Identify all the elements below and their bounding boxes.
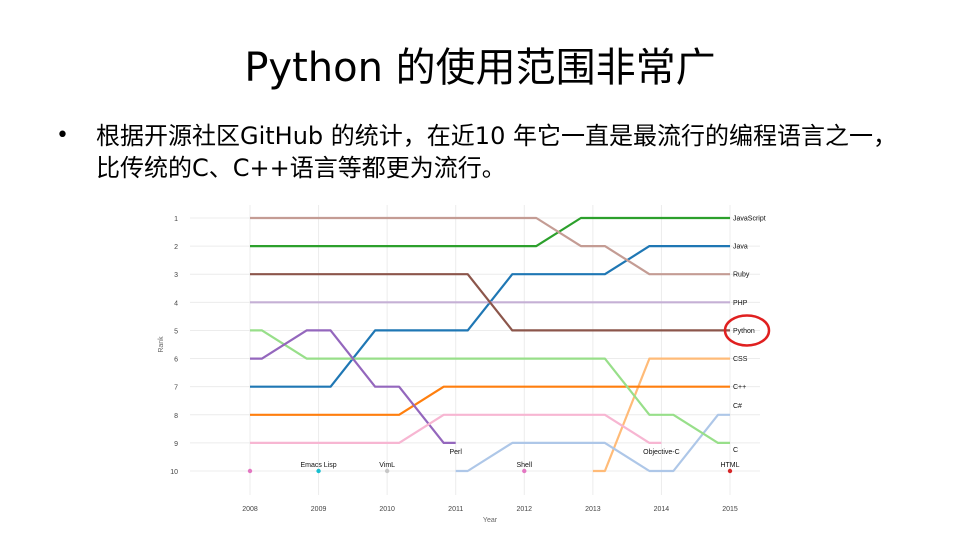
y-tick-label: 9: [174, 441, 178, 448]
x-tick-label: 2010: [379, 506, 395, 513]
series-line-python: [250, 273, 730, 332]
x-tick-label: 2014: [654, 506, 670, 513]
series-end-label: C: [733, 447, 738, 454]
chart-labels: 1 2 3 4 5 6 7 8 9 10 2008 2009 2010 2011 2012 2013 2014 2…: [158, 216, 771, 524]
point-marker: [384, 468, 390, 474]
bullet-text: 根据开源社区GitHub 的统计，在近10 年它一直是最流行的编程语言之一，比传…: [96, 122, 897, 182]
x-tick-label: 2009: [311, 506, 327, 513]
point-marker: [316, 468, 321, 474]
y-tick-label: 5: [174, 328, 178, 335]
bullet-marker: •: [56, 123, 69, 148]
series-end-label: PHP: [733, 300, 748, 307]
x-tick-label: 2015: [722, 506, 738, 513]
point-marker-label: Emacs Lisp: [300, 462, 336, 469]
series-end-label: C++: [733, 384, 746, 391]
series-annotation: Objective-C: [643, 449, 680, 456]
x-tick-label: 2008: [242, 506, 258, 513]
series-end-label: Python: [733, 328, 755, 335]
y-tick-label: 4: [174, 300, 178, 307]
series-line-ruby: [250, 216, 730, 276]
python-highlight-circle: [723, 314, 771, 347]
y-tick-label: 6: [174, 357, 178, 364]
point-marker: [522, 468, 527, 474]
y-tick-label: 7: [174, 385, 178, 392]
point-marker-label: Shell: [516, 462, 532, 469]
series-line-javascript: [250, 216, 730, 248]
series-end-label: Java: [733, 244, 748, 251]
series-line-java: [250, 245, 730, 388]
rank-line-chart: 1 2 3 4 5 6 7 8 9 10 2008 2009 2010 2011 2012 2013 2014 2…: [158, 205, 771, 524]
slide-title: Python 的使用范围非常广: [244, 45, 716, 91]
x-tick-label: 2011: [448, 506, 463, 513]
series-lines: [250, 216, 730, 473]
x-tick-label: 2012: [516, 506, 532, 513]
x-tick-label: 2013: [585, 506, 601, 513]
y-tick-label: 2: [174, 244, 178, 251]
point-markers: [247, 468, 733, 474]
y-tick-label: 3: [174, 272, 178, 279]
series-line-c-: [250, 385, 730, 416]
y-tick-label: 1: [174, 216, 178, 223]
series-end-label: Ruby: [733, 272, 750, 279]
series-end-label: JavaScript: [733, 216, 766, 223]
series-line-c: [250, 329, 730, 444]
y-tick-label: 10: [170, 469, 178, 476]
y-tick-label: 8: [174, 413, 178, 420]
series-annotation: Perl: [449, 449, 462, 456]
series-line-css: [592, 357, 730, 473]
point-marker-label: VimL: [379, 462, 395, 469]
y-axis-title: Rank: [158, 336, 165, 353]
point-marker-label: HTML: [720, 462, 739, 469]
series-line-c-: [455, 413, 730, 473]
series-line-objective-c: [250, 413, 662, 444]
point-marker: [247, 468, 253, 474]
series-end-label: C#: [733, 403, 742, 410]
point-marker: [727, 468, 733, 474]
series-end-label: CSS: [733, 356, 748, 363]
series-line-perl: [250, 329, 456, 444]
x-axis-title: Year: [483, 517, 498, 524]
